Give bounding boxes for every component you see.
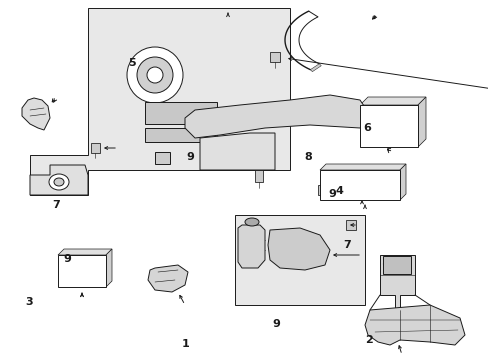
Text: 5: 5 — [128, 58, 136, 68]
Polygon shape — [238, 225, 264, 268]
Text: 8: 8 — [304, 152, 311, 162]
Polygon shape — [417, 97, 425, 147]
Circle shape — [147, 67, 163, 83]
Polygon shape — [184, 95, 369, 138]
Polygon shape — [30, 8, 289, 195]
Polygon shape — [155, 152, 170, 164]
Polygon shape — [359, 97, 425, 105]
Polygon shape — [310, 64, 321, 72]
Bar — [359, 105, 417, 147]
Text: 6: 6 — [362, 123, 370, 133]
Bar — [382, 256, 410, 274]
Text: 3: 3 — [25, 297, 33, 307]
Text: 9: 9 — [272, 319, 280, 329]
Polygon shape — [379, 255, 414, 310]
Text: 7: 7 — [343, 240, 350, 250]
Bar — [235, 215, 364, 305]
Polygon shape — [204, 140, 244, 168]
Circle shape — [127, 47, 183, 103]
Text: 4: 4 — [335, 186, 343, 196]
Polygon shape — [267, 228, 329, 270]
Polygon shape — [364, 305, 464, 345]
Polygon shape — [254, 170, 263, 182]
Polygon shape — [319, 164, 405, 170]
Polygon shape — [91, 143, 100, 153]
Ellipse shape — [244, 218, 259, 226]
Text: 9: 9 — [63, 254, 71, 264]
Ellipse shape — [54, 178, 64, 186]
Bar — [145, 128, 217, 142]
Text: 9: 9 — [186, 152, 194, 162]
Text: 2: 2 — [365, 335, 372, 345]
Bar — [319, 170, 399, 200]
Text: 7: 7 — [52, 200, 60, 210]
Polygon shape — [346, 220, 355, 230]
Polygon shape — [106, 249, 112, 287]
Text: 1: 1 — [182, 339, 189, 349]
Text: 9: 9 — [328, 189, 336, 199]
Ellipse shape — [49, 174, 69, 190]
Polygon shape — [317, 185, 325, 195]
Polygon shape — [399, 164, 405, 200]
Polygon shape — [200, 133, 274, 170]
Polygon shape — [58, 249, 112, 255]
Circle shape — [137, 57, 173, 93]
Polygon shape — [22, 98, 50, 130]
Polygon shape — [269, 52, 280, 62]
Polygon shape — [148, 265, 187, 292]
Polygon shape — [30, 165, 88, 195]
Bar — [145, 102, 217, 124]
Bar — [58, 255, 106, 287]
